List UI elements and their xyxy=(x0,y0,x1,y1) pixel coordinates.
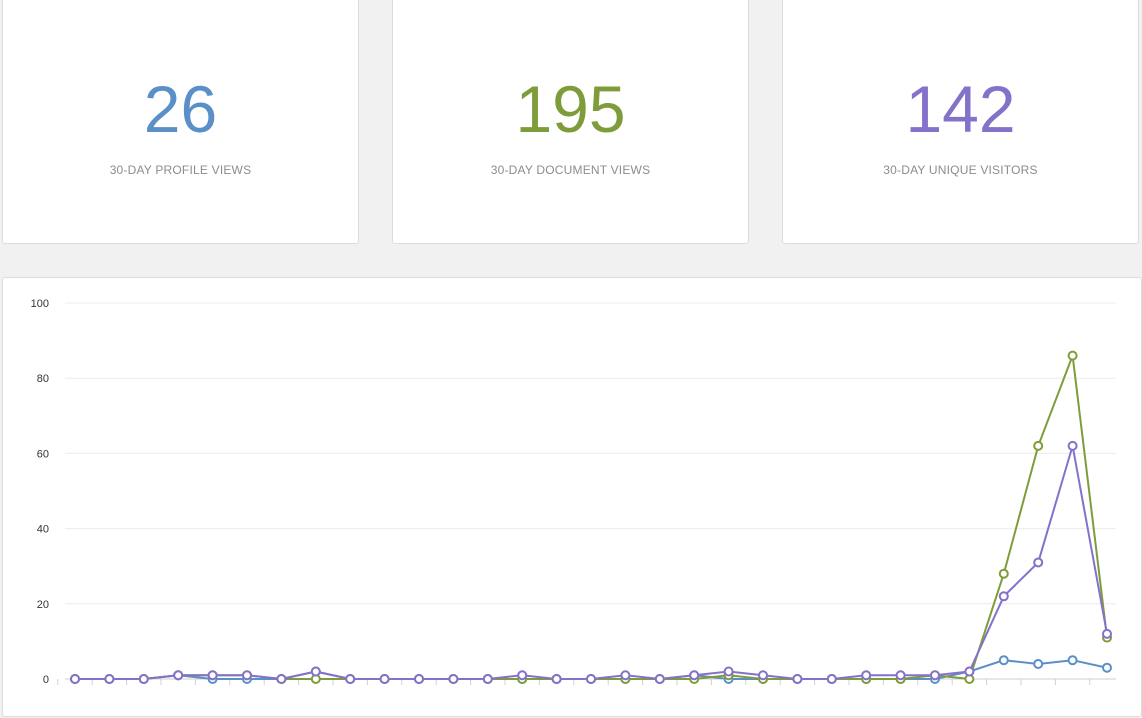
data-point xyxy=(310,666,321,677)
data-point xyxy=(414,674,424,684)
document-views-value: 195 xyxy=(515,72,626,146)
unique-visitors-card: 142 30-DAY UNIQUE VISITORS xyxy=(782,0,1139,244)
data-point xyxy=(138,674,149,684)
data-point xyxy=(998,591,1009,602)
document-views-card: 195 30-DAY DOCUMENT VIEWS xyxy=(392,0,749,244)
data-point xyxy=(1102,662,1112,673)
y-tick-label: 0 xyxy=(43,674,49,686)
data-point xyxy=(998,568,1009,579)
data-point xyxy=(861,670,872,681)
line-chart: 0 20 40 60 80 100 xyxy=(31,298,1116,686)
profile-views-value: 26 xyxy=(143,72,218,146)
data-point xyxy=(104,674,115,684)
data-point xyxy=(1033,440,1044,451)
data-point xyxy=(964,666,975,677)
data-point xyxy=(654,674,665,684)
data-point xyxy=(276,674,287,684)
profile-views-label: 30-DAY PROFILE VIEWS xyxy=(109,163,252,177)
data-point xyxy=(551,674,562,684)
data-point xyxy=(207,670,218,681)
data-point xyxy=(70,674,80,684)
y-tick-label: 100 xyxy=(31,298,49,310)
data-point xyxy=(242,670,252,681)
data-point xyxy=(1067,655,1078,666)
series-line-2 xyxy=(75,445,1108,681)
profile-views-card: 26 30-DAY PROFILE VIEWS xyxy=(2,0,359,244)
chart-panel: 0 20 40 60 80 100 xyxy=(2,277,1142,717)
data-point xyxy=(1033,557,1044,568)
data-point xyxy=(448,674,459,684)
y-tick-label: 20 xyxy=(37,599,49,611)
data-point xyxy=(379,674,390,684)
data-point xyxy=(517,670,528,681)
data-point xyxy=(758,670,768,681)
data-point xyxy=(895,670,906,681)
data-point xyxy=(998,655,1009,666)
data-point xyxy=(345,674,356,684)
data-point xyxy=(1067,440,1078,451)
y-tick-label: 60 xyxy=(37,448,49,460)
data-point xyxy=(1067,350,1078,361)
data-point xyxy=(1033,658,1044,669)
data-point xyxy=(930,670,940,681)
data-point xyxy=(826,674,837,684)
data-point xyxy=(173,670,184,681)
series-line-1 xyxy=(75,355,1108,681)
unique-visitors-value: 142 xyxy=(905,72,1016,146)
data-point xyxy=(792,674,803,684)
data-point xyxy=(723,666,734,677)
y-tick-label: 80 xyxy=(37,373,49,385)
y-tick-label: 40 xyxy=(37,524,49,536)
data-point xyxy=(482,674,493,684)
document-views-label: 30-DAY DOCUMENT VIEWS xyxy=(490,163,651,177)
unique-visitors-label: 30-DAY UNIQUE VISITORS xyxy=(883,163,1038,177)
data-point xyxy=(620,670,631,681)
data-point xyxy=(586,674,596,684)
data-point xyxy=(689,670,700,681)
data-point xyxy=(1102,628,1112,639)
